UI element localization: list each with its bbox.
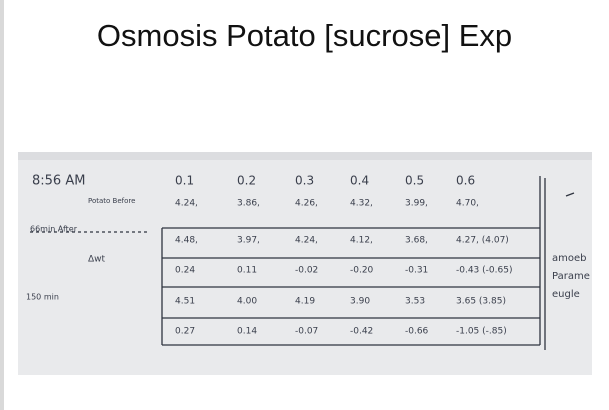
cell: 4.27, (4.07) xyxy=(456,236,509,246)
cell: 4.24, xyxy=(295,236,318,246)
cell: 0.4 xyxy=(350,174,369,188)
row-label: Δwt xyxy=(88,255,106,265)
row-label: 8:56 AM xyxy=(32,174,85,189)
cell: -0.02 xyxy=(295,266,318,276)
cell: 3.65 (3.85) xyxy=(456,297,506,307)
cell: -1.05 (-.85) xyxy=(456,327,507,337)
board-top xyxy=(18,152,592,160)
dash-mark xyxy=(565,192,575,197)
cell: 0.24 xyxy=(175,266,195,276)
whiteboard xyxy=(18,152,592,375)
slide-edge xyxy=(0,0,4,410)
cell: 3.53 xyxy=(405,297,425,307)
cell: 3.97, xyxy=(237,236,260,246)
cell: 0.27 xyxy=(175,327,195,337)
cell: 4.48, xyxy=(175,236,198,246)
row-label: 150 min xyxy=(26,293,59,302)
side-note: Parame xyxy=(552,271,590,282)
cell: 3.99, xyxy=(405,199,428,209)
row-label: Potato Before xyxy=(88,197,135,205)
cell: 0.3 xyxy=(295,174,314,188)
cell: 0.1 xyxy=(175,174,194,188)
cell: 0.14 xyxy=(237,327,257,337)
cell: 4.51 xyxy=(175,297,195,307)
cell: 4.12, xyxy=(350,236,373,246)
cell: 3.90 xyxy=(350,297,370,307)
row-label: 66min After xyxy=(30,225,78,234)
cell: 0.11 xyxy=(237,266,257,276)
cell: 0.6 xyxy=(456,174,475,188)
side-note: amoeb xyxy=(552,253,587,264)
cell: -0.66 xyxy=(405,327,429,337)
slide-title: Osmosis Potato [sucrose] Exp xyxy=(96,18,513,53)
table-lines xyxy=(161,176,546,350)
cell: 4.32, xyxy=(350,199,373,209)
cell: 4.70, xyxy=(456,199,479,209)
cell: 4.26, xyxy=(295,199,318,209)
cell: 0.2 xyxy=(237,174,256,188)
cell: -0.07 xyxy=(295,327,318,337)
cell: 3.86, xyxy=(237,199,260,209)
cell: 4.24, xyxy=(175,199,198,209)
cell: -0.42 xyxy=(350,327,373,337)
cell: 0.5 xyxy=(405,174,424,188)
cell: -0.43 (-0.65) xyxy=(456,266,512,276)
cell: 3.68, xyxy=(405,236,428,246)
cell: -0.20 xyxy=(350,266,374,276)
cell: 4.19 xyxy=(295,297,315,307)
cell: -0.31 xyxy=(405,266,428,276)
side-note: eugle xyxy=(552,289,580,300)
cell: 4.00 xyxy=(237,297,257,307)
